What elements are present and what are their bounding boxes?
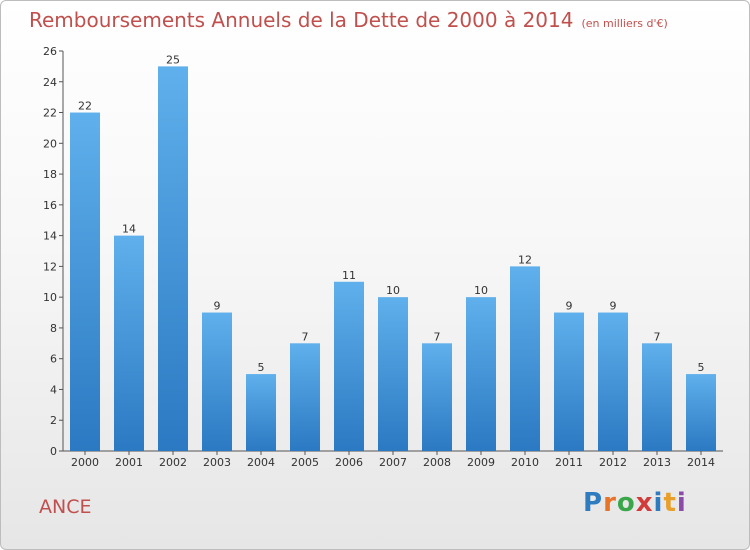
bar-value-label: 10 <box>474 284 488 297</box>
y-tick-label: 14 <box>43 230 57 243</box>
bar-value-label: 22 <box>78 100 92 113</box>
x-tick-label: 2007 <box>379 456 407 469</box>
bar <box>598 312 628 451</box>
y-tick-label: 2 <box>50 414 57 427</box>
y-tick-label: 22 <box>43 107 57 120</box>
logo-letter: r <box>603 488 617 518</box>
bar-value-label: 7 <box>302 330 309 343</box>
x-tick-label: 2009 <box>467 456 495 469</box>
x-tick-label: 2001 <box>115 456 143 469</box>
bar-value-label: 5 <box>698 361 705 374</box>
bar-value-label: 9 <box>214 300 221 313</box>
bar-value-label: 11 <box>342 269 356 282</box>
y-tick-label: 4 <box>50 383 57 396</box>
bar-value-label: 7 <box>434 330 441 343</box>
y-tick-label: 10 <box>43 291 57 304</box>
logo-letter: x <box>635 488 654 518</box>
y-tick-label: 0 <box>50 445 57 458</box>
logo-letter: o <box>616 488 636 518</box>
x-tick-label: 2012 <box>599 456 627 469</box>
x-tick-label: 2013 <box>643 456 671 469</box>
bar <box>290 343 320 451</box>
bar-value-label: 9 <box>610 300 617 313</box>
bar <box>246 374 276 451</box>
bar <box>422 343 452 451</box>
bar <box>70 112 100 452</box>
x-tick-label: 2014 <box>687 456 715 469</box>
y-tick-label: 26 <box>43 45 57 58</box>
bar <box>466 297 496 451</box>
bar-value-label: 25 <box>166 53 180 66</box>
bar-value-label: 7 <box>654 330 661 343</box>
bar <box>158 66 188 451</box>
x-tick-label: 2008 <box>423 456 451 469</box>
bar <box>510 266 540 451</box>
proxiti-logo: Proxiti <box>583 488 687 518</box>
bar <box>202 312 232 451</box>
y-tick-label: 18 <box>43 168 57 181</box>
x-tick-label: 2010 <box>511 456 539 469</box>
x-tick-label: 2006 <box>335 456 363 469</box>
bar-value-label: 5 <box>258 361 265 374</box>
place-name: ANCE <box>39 496 92 518</box>
chart-unit: (en milliers d'€) <box>581 17 668 30</box>
bar <box>114 235 144 451</box>
bar <box>554 312 584 451</box>
y-tick-label: 20 <box>43 137 57 150</box>
bar <box>642 343 672 451</box>
x-tick-label: 2004 <box>247 456 275 469</box>
y-tick-label: 6 <box>50 353 57 366</box>
bar <box>334 281 364 451</box>
x-tick-label: 2011 <box>555 456 583 469</box>
bar-value-label: 10 <box>386 284 400 297</box>
logo-letter: t <box>663 488 677 518</box>
bar-value-label: 14 <box>122 223 136 236</box>
chart-title-text: Remboursements Annuels de la Dette de 20… <box>29 8 574 32</box>
bar-value-label: 12 <box>518 253 532 266</box>
logo-letter: P <box>583 488 604 518</box>
bar <box>686 374 716 451</box>
y-tick-label: 16 <box>43 199 57 212</box>
chart-title: Remboursements Annuels de la Dette de 20… <box>29 8 668 32</box>
y-tick-label: 24 <box>43 76 57 89</box>
bar <box>378 297 408 451</box>
y-tick-label: 12 <box>43 260 57 273</box>
logo-letter: i <box>676 488 687 518</box>
y-tick-label: 8 <box>50 322 57 335</box>
x-tick-label: 2002 <box>159 456 187 469</box>
x-tick-label: 2000 <box>71 456 99 469</box>
bar-value-label: 9 <box>566 300 573 313</box>
logo-letter: i <box>653 488 664 518</box>
x-tick-label: 2005 <box>291 456 319 469</box>
x-tick-label: 2003 <box>203 456 231 469</box>
